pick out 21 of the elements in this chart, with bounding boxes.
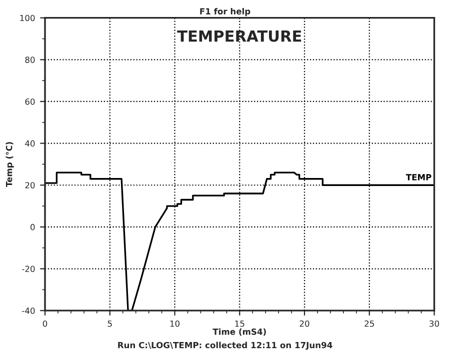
y-tick-label: 0 (30, 224, 35, 230)
x-tick-label: 30 (430, 320, 439, 327)
x-tick-label: 10 (170, 320, 180, 327)
y-axis-title: Temp (°C) (6, 142, 14, 188)
y-tick-label: 20 (25, 182, 35, 188)
text: F1 for help (200, 8, 250, 16)
x-tick-label: 20 (300, 320, 310, 327)
y-tick-label: 40 (25, 140, 35, 147)
y-tick-label: -20 (22, 266, 35, 272)
y-tick-label: -40 (22, 308, 35, 314)
x-tick-label: 0 (42, 320, 48, 327)
series-label: TEMP (406, 174, 432, 180)
y-tick-label: 80 (25, 56, 35, 63)
text: Run C:\LOG\TEMP: collected 12:11 on 17Jun94 (118, 342, 332, 350)
y-tick-label: 100 (20, 14, 35, 22)
x-tick-label: 15 (235, 320, 244, 327)
x-tick-label: 5 (108, 320, 112, 327)
y-tick-label: 60 (25, 98, 35, 105)
x-tick-label: 25 (364, 320, 374, 327)
x-axis-title: Time (mS4) (212, 328, 266, 336)
text: TEMPERATURE (177, 30, 302, 42)
